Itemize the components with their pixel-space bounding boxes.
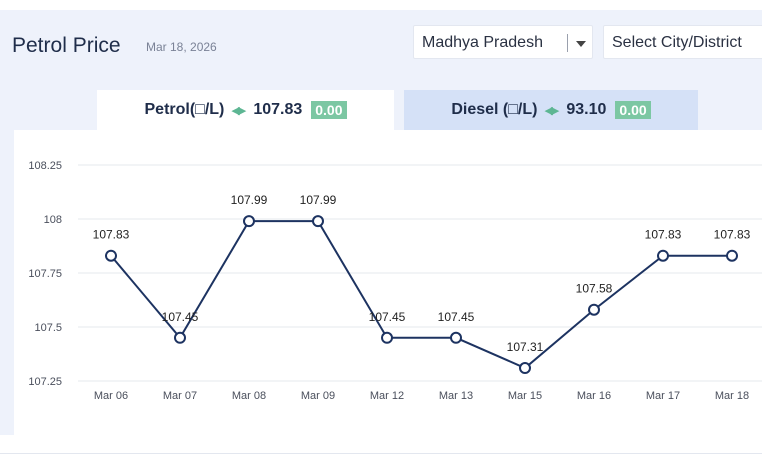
x-tick-label: Mar 13 — [439, 390, 473, 402]
x-tick-label: Mar 09 — [301, 390, 335, 402]
data-point — [312, 215, 324, 228]
tab-diesel[interactable]: Diesel (□/L) ◀▶ 93.10 0.00 — [404, 90, 698, 130]
select-separator — [567, 34, 568, 52]
data-point — [243, 215, 255, 228]
price-change-arrows-icon: ◀▶ — [231, 104, 246, 117]
data-label: 107.83 — [93, 228, 130, 242]
data-point — [174, 331, 186, 344]
city-select-value: Select City/District — [612, 34, 742, 51]
petrol-change-badge: 0.00 — [311, 101, 347, 119]
data-point — [657, 249, 669, 262]
x-tick-label: Mar 16 — [577, 390, 611, 402]
data-point — [381, 331, 393, 344]
diesel-change-badge: 0.00 — [615, 101, 651, 119]
data-label: 107.83 — [645, 228, 682, 242]
series-line — [110, 220, 732, 370]
data-point — [588, 303, 600, 316]
tab-diesel-price: 93.10 — [566, 101, 607, 118]
y-tick-label: 107.25 — [28, 376, 62, 388]
data-label: 107.99 — [300, 193, 337, 207]
x-tick-label: Mar 07 — [163, 390, 197, 402]
data-point — [726, 249, 738, 262]
page-date: Mar 18, 2026 — [146, 40, 217, 54]
divider — [0, 453, 762, 454]
y-tick-label: 107.75 — [28, 268, 62, 280]
tab-petrol-label: Petrol(□/L) — [144, 101, 225, 118]
x-tick-label: Mar 18 — [715, 390, 749, 402]
state-select-value: Madhya Pradesh — [422, 34, 543, 51]
tab-petrol[interactable]: Petrol(□/L) ◀▶ 107.83 0.00 — [97, 90, 394, 130]
x-tick-label: Mar 15 — [508, 390, 542, 402]
y-tick-label: 107.5 — [34, 322, 62, 334]
data-label: 107.83 — [714, 228, 751, 242]
data-label: 107.58 — [576, 282, 613, 296]
price-line-chart: 107.25 107.5 107.75 108 108.25 Mar 06 Mar 07 Ma… — [28, 160, 762, 402]
tab-petrol-price: 107.83 — [253, 101, 303, 118]
x-tick-label: Mar 06 — [94, 390, 128, 402]
x-tick-label: Mar 12 — [370, 390, 404, 402]
data-point — [519, 362, 531, 375]
state-select[interactable]: Madhya Pradesh — [413, 25, 593, 59]
data-label: 107.45 — [438, 310, 475, 324]
data-point — [450, 331, 462, 344]
city-select[interactable]: Select City/District — [603, 25, 762, 59]
data-label: 107.31 — [507, 340, 544, 354]
price-change-arrows-icon: ◀▶ — [544, 104, 559, 117]
y-tick-label: 108.25 — [28, 160, 62, 172]
tab-diesel-label: Diesel (□/L) — [451, 101, 538, 118]
price-chart-area: 107.25 107.5 107.75 108 108.25 Mar 06 Mar 07 Ma… — [14, 130, 762, 435]
data-label: 107.45 — [369, 310, 406, 324]
data-label: 107.99 — [231, 193, 268, 207]
x-tick-label: Mar 17 — [646, 390, 680, 402]
x-tick-label: Mar 08 — [232, 390, 266, 402]
page-title: Petrol Price — [12, 34, 121, 57]
chevron-down-icon[interactable] — [576, 41, 586, 47]
data-label: 107.45 — [162, 310, 199, 324]
y-tick-label: 108 — [44, 214, 62, 226]
data-point — [105, 249, 117, 262]
